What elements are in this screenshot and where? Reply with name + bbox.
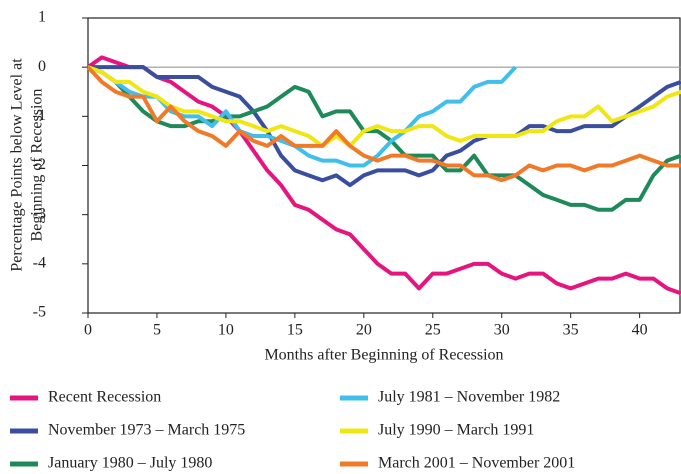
legend-label: Recent Recession <box>48 389 161 406</box>
legend-label: November 1973 – March 1975 <box>48 422 245 439</box>
x-tick-label: 30 <box>494 322 510 339</box>
series-line <box>87 65 681 148</box>
y-axis-label: Percentage Points below Level at <box>9 58 26 272</box>
x-tick-label: 25 <box>425 322 441 339</box>
x-tick-label: 15 <box>287 322 303 339</box>
series-line <box>87 65 681 212</box>
y-tick-label: -1 <box>33 107 46 124</box>
x-axis-label: Months after Beginning of Recession <box>264 347 503 364</box>
x-tick-label: 0 <box>84 322 92 339</box>
series-line <box>86 55 681 296</box>
x-tick-label: 20 <box>356 322 372 339</box>
y-tick-label: 0 <box>38 58 46 75</box>
y-tick-label: -5 <box>33 304 46 321</box>
y-axis-label: Beginning of Recession <box>29 89 46 242</box>
legend-label: January 1980 – July 1980 <box>48 455 212 472</box>
x-tick-label: 5 <box>153 322 161 339</box>
x-tick-label: 10 <box>218 322 234 339</box>
legend-label: July 1981 – November 1982 <box>378 389 560 406</box>
y-tick-label: -2 <box>33 156 46 173</box>
y-tick-label: -4 <box>33 255 46 272</box>
series-line <box>86 65 681 183</box>
series-line <box>88 65 681 188</box>
x-tick-label: 40 <box>632 322 648 339</box>
legend-label: March 2001 – November 2001 <box>378 455 575 472</box>
y-tick-label: -3 <box>33 205 46 222</box>
x-tick-label: 35 <box>563 322 579 339</box>
legend-label: July 1990 – March 1991 <box>378 422 534 439</box>
y-tick-label: 1 <box>38 9 46 26</box>
